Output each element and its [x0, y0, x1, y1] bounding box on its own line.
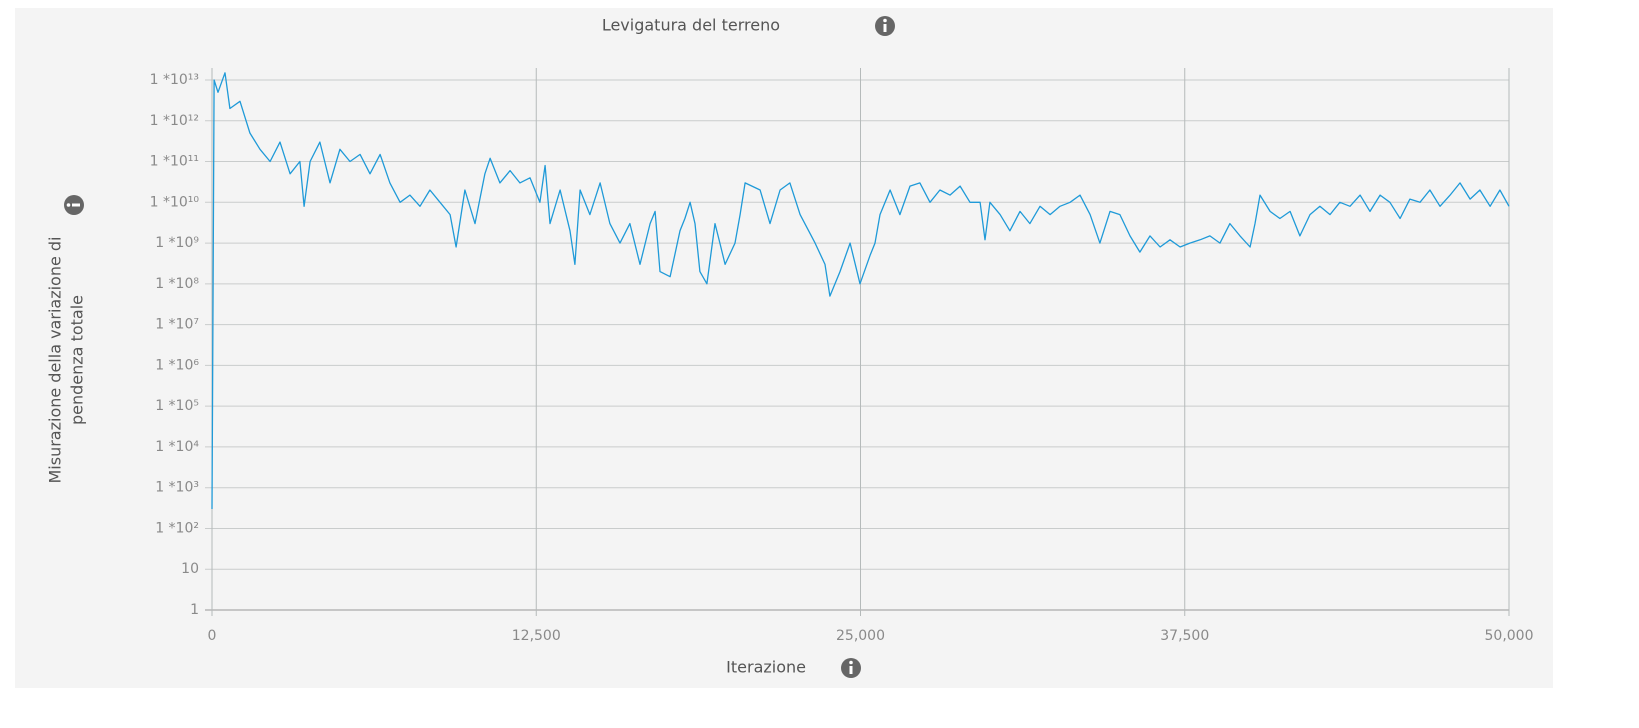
x-tick-label: 0 — [208, 628, 217, 644]
y-axis-label: Misurazione della variazione di pendenza… — [46, 237, 87, 484]
y-tick-label: 1 *10¹⁰ — [150, 194, 200, 210]
y-tick-label: 1 *10⁵ — [155, 398, 199, 414]
y-tick-label: 1 *10¹² — [150, 113, 199, 129]
panel — [15, 8, 1553, 688]
y-axis-label-line: pendenza totale — [68, 295, 87, 425]
y-tick-label: 1 *10⁴ — [155, 439, 199, 455]
x-tick-label: 50,000 — [1485, 628, 1534, 644]
x-tick-label: 37,500 — [1160, 628, 1209, 644]
info-icon[interactable] — [841, 658, 861, 678]
x-axis-label: Iterazione — [726, 658, 806, 677]
y-axis-label-line: Misurazione della variazione di — [46, 237, 65, 484]
y-tick-label: 1 *10¹¹ — [150, 154, 199, 170]
chart-title: Levigatura del terreno — [602, 16, 780, 35]
y-tick-label: 1 — [190, 602, 199, 618]
y-tick-label: 1 *10¹³ — [150, 72, 199, 88]
info-icon[interactable] — [875, 16, 895, 36]
y-tick-label: 1 *10⁷ — [155, 317, 199, 333]
info-icon[interactable] — [64, 195, 84, 215]
y-tick-label: 1 *10³ — [155, 480, 199, 496]
y-tick-label: 10 — [181, 561, 199, 577]
y-tick-label: 1 *10⁶ — [155, 357, 199, 373]
y-tick-label: 1 *10⁹ — [155, 235, 199, 251]
x-tick-label: 12,500 — [512, 628, 561, 644]
x-tick-label: 25,000 — [836, 628, 885, 644]
data-line — [211, 72, 1510, 510]
y-tick-label: 1 *10² — [155, 520, 199, 536]
y-tick-label: 1 *10⁸ — [155, 276, 199, 292]
